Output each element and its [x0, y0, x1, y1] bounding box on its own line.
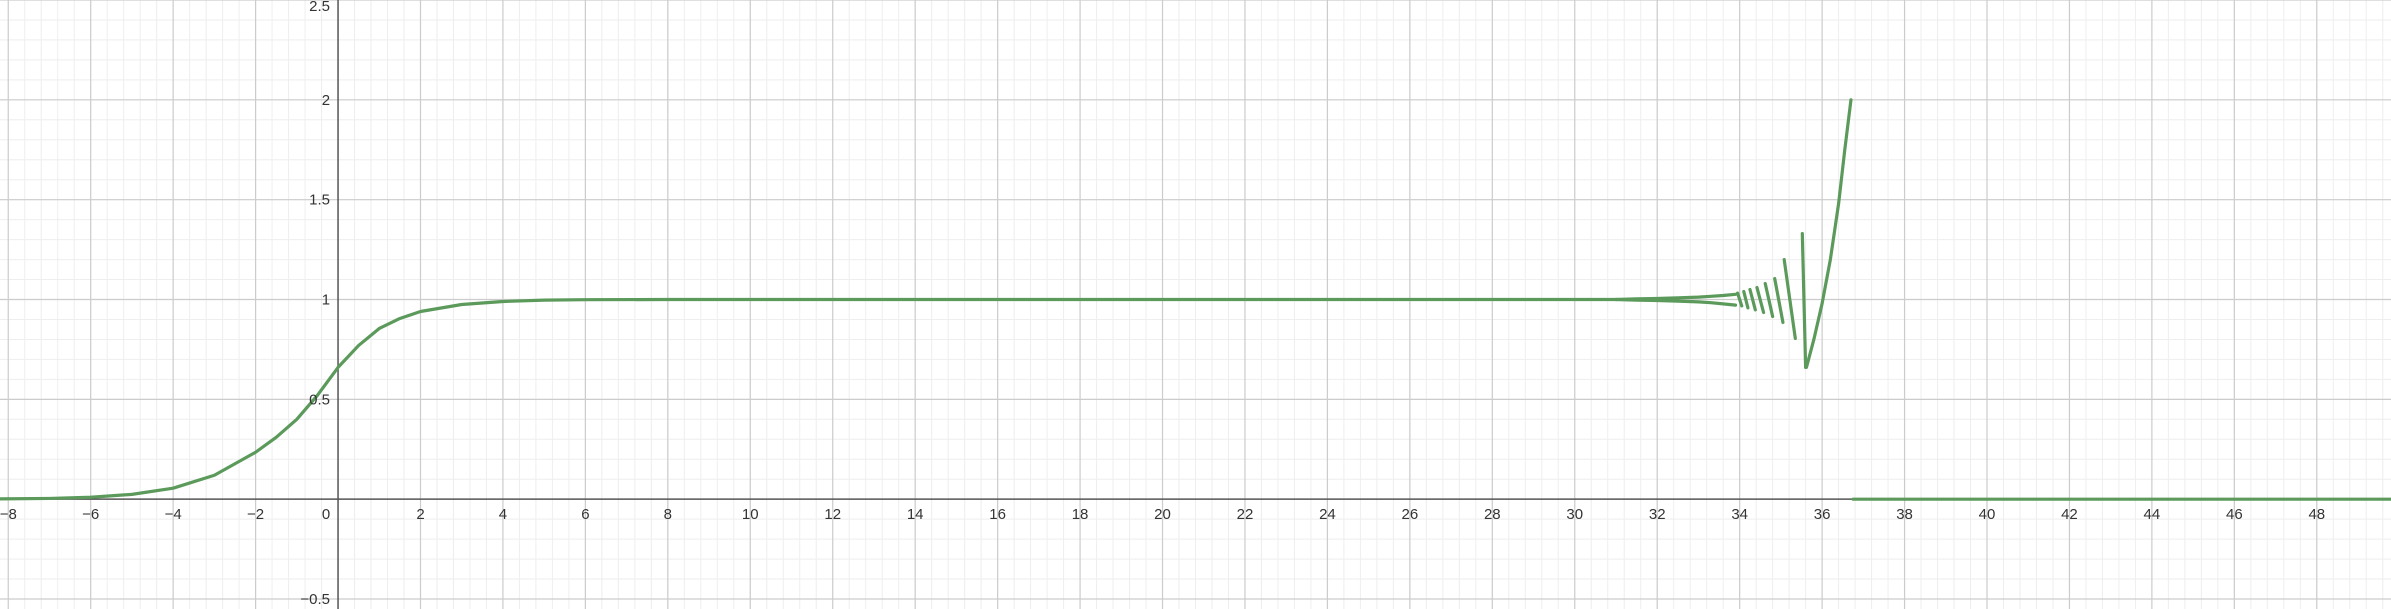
curve-segment [1773, 276, 1785, 325]
x-tick-label: 12 [824, 506, 841, 523]
curve-segment [1614, 297, 1738, 307]
x-tick-label: 48 [2308, 506, 2325, 523]
x-tick-label: 8 [664, 506, 672, 523]
x-tick-label: −4 [165, 506, 182, 523]
x-tick-label: 36 [1814, 506, 1831, 523]
y-tick-label: −0.5 [300, 591, 330, 608]
x-tick-label: 26 [1402, 506, 1419, 523]
x-tick-label: 20 [1154, 506, 1171, 523]
curve-segment [1742, 289, 1750, 310]
x-tick-label: 0 [322, 506, 330, 523]
y-tick-label: 2 [322, 92, 330, 109]
curve-segment [1748, 287, 1757, 312]
y-axis-tick-labels: −0.5 0.5 1 1.5 2 2.5 [300, 0, 330, 608]
x-tick-label: 38 [1896, 506, 1913, 523]
x-tick-label: 6 [581, 506, 589, 523]
curve-segment [1763, 281, 1775, 319]
plotted-curve [0, 98, 2391, 501]
x-tick-label: 18 [1072, 506, 1089, 523]
x-tick-label: 22 [1237, 506, 1254, 523]
x-tick-label: 28 [1484, 506, 1501, 523]
x-tick-label: 32 [1649, 506, 1666, 523]
curve-segment [1736, 291, 1744, 308]
curve-segment [1755, 285, 1766, 315]
x-tick-label: 4 [499, 506, 507, 523]
x-tick-label: −6 [82, 506, 99, 523]
x-tick-label: 34 [1731, 506, 1748, 523]
y-tick-label: 0.5 [309, 391, 330, 408]
x-tick-label: 30 [1566, 506, 1583, 523]
x-tick-label: −2 [247, 506, 264, 523]
x-tick-label: 2 [416, 506, 424, 523]
curve-segment [1804, 98, 1853, 369]
y-tick-label: 1 [322, 292, 330, 309]
y-tick-label: 1.5 [309, 192, 330, 209]
x-tick-label: 10 [742, 506, 759, 523]
x-tick-label: 24 [1319, 506, 1336, 523]
y-tick-label: 2.5 [309, 0, 330, 15]
curve-segment [1782, 257, 1797, 341]
x-tick-label: 42 [2061, 506, 2078, 523]
x-tick-label: 40 [1979, 506, 1996, 523]
x-axis-tick-labels: −8 −6 −4 −2 0 2 4 6 8 10 12 14 16 18 20 22 24 26 28 30 32 34 3… [0, 506, 2325, 523]
x-tick-label: 46 [2226, 506, 2243, 523]
x-tick-label: −8 [0, 506, 17, 523]
x-tick-label: 44 [2144, 506, 2161, 523]
curve-segment [1800, 232, 1808, 369]
x-tick-label: 16 [989, 506, 1006, 523]
curve-segment [0, 297, 1618, 501]
x-tick-label: 14 [907, 506, 924, 523]
